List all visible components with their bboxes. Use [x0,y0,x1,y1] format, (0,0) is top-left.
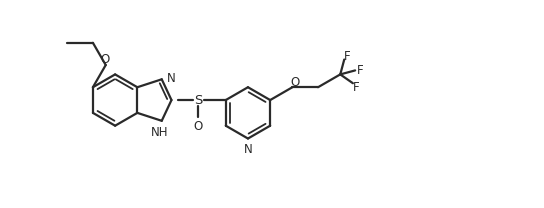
Text: O: O [100,53,109,66]
Text: O: O [290,76,300,89]
Text: O: O [194,120,203,132]
Text: F: F [344,50,350,63]
Text: N: N [244,144,252,156]
Text: N: N [166,72,175,85]
Text: S: S [194,94,202,106]
Text: NH: NH [151,126,169,139]
Text: F: F [357,64,363,77]
Text: F: F [353,81,359,94]
